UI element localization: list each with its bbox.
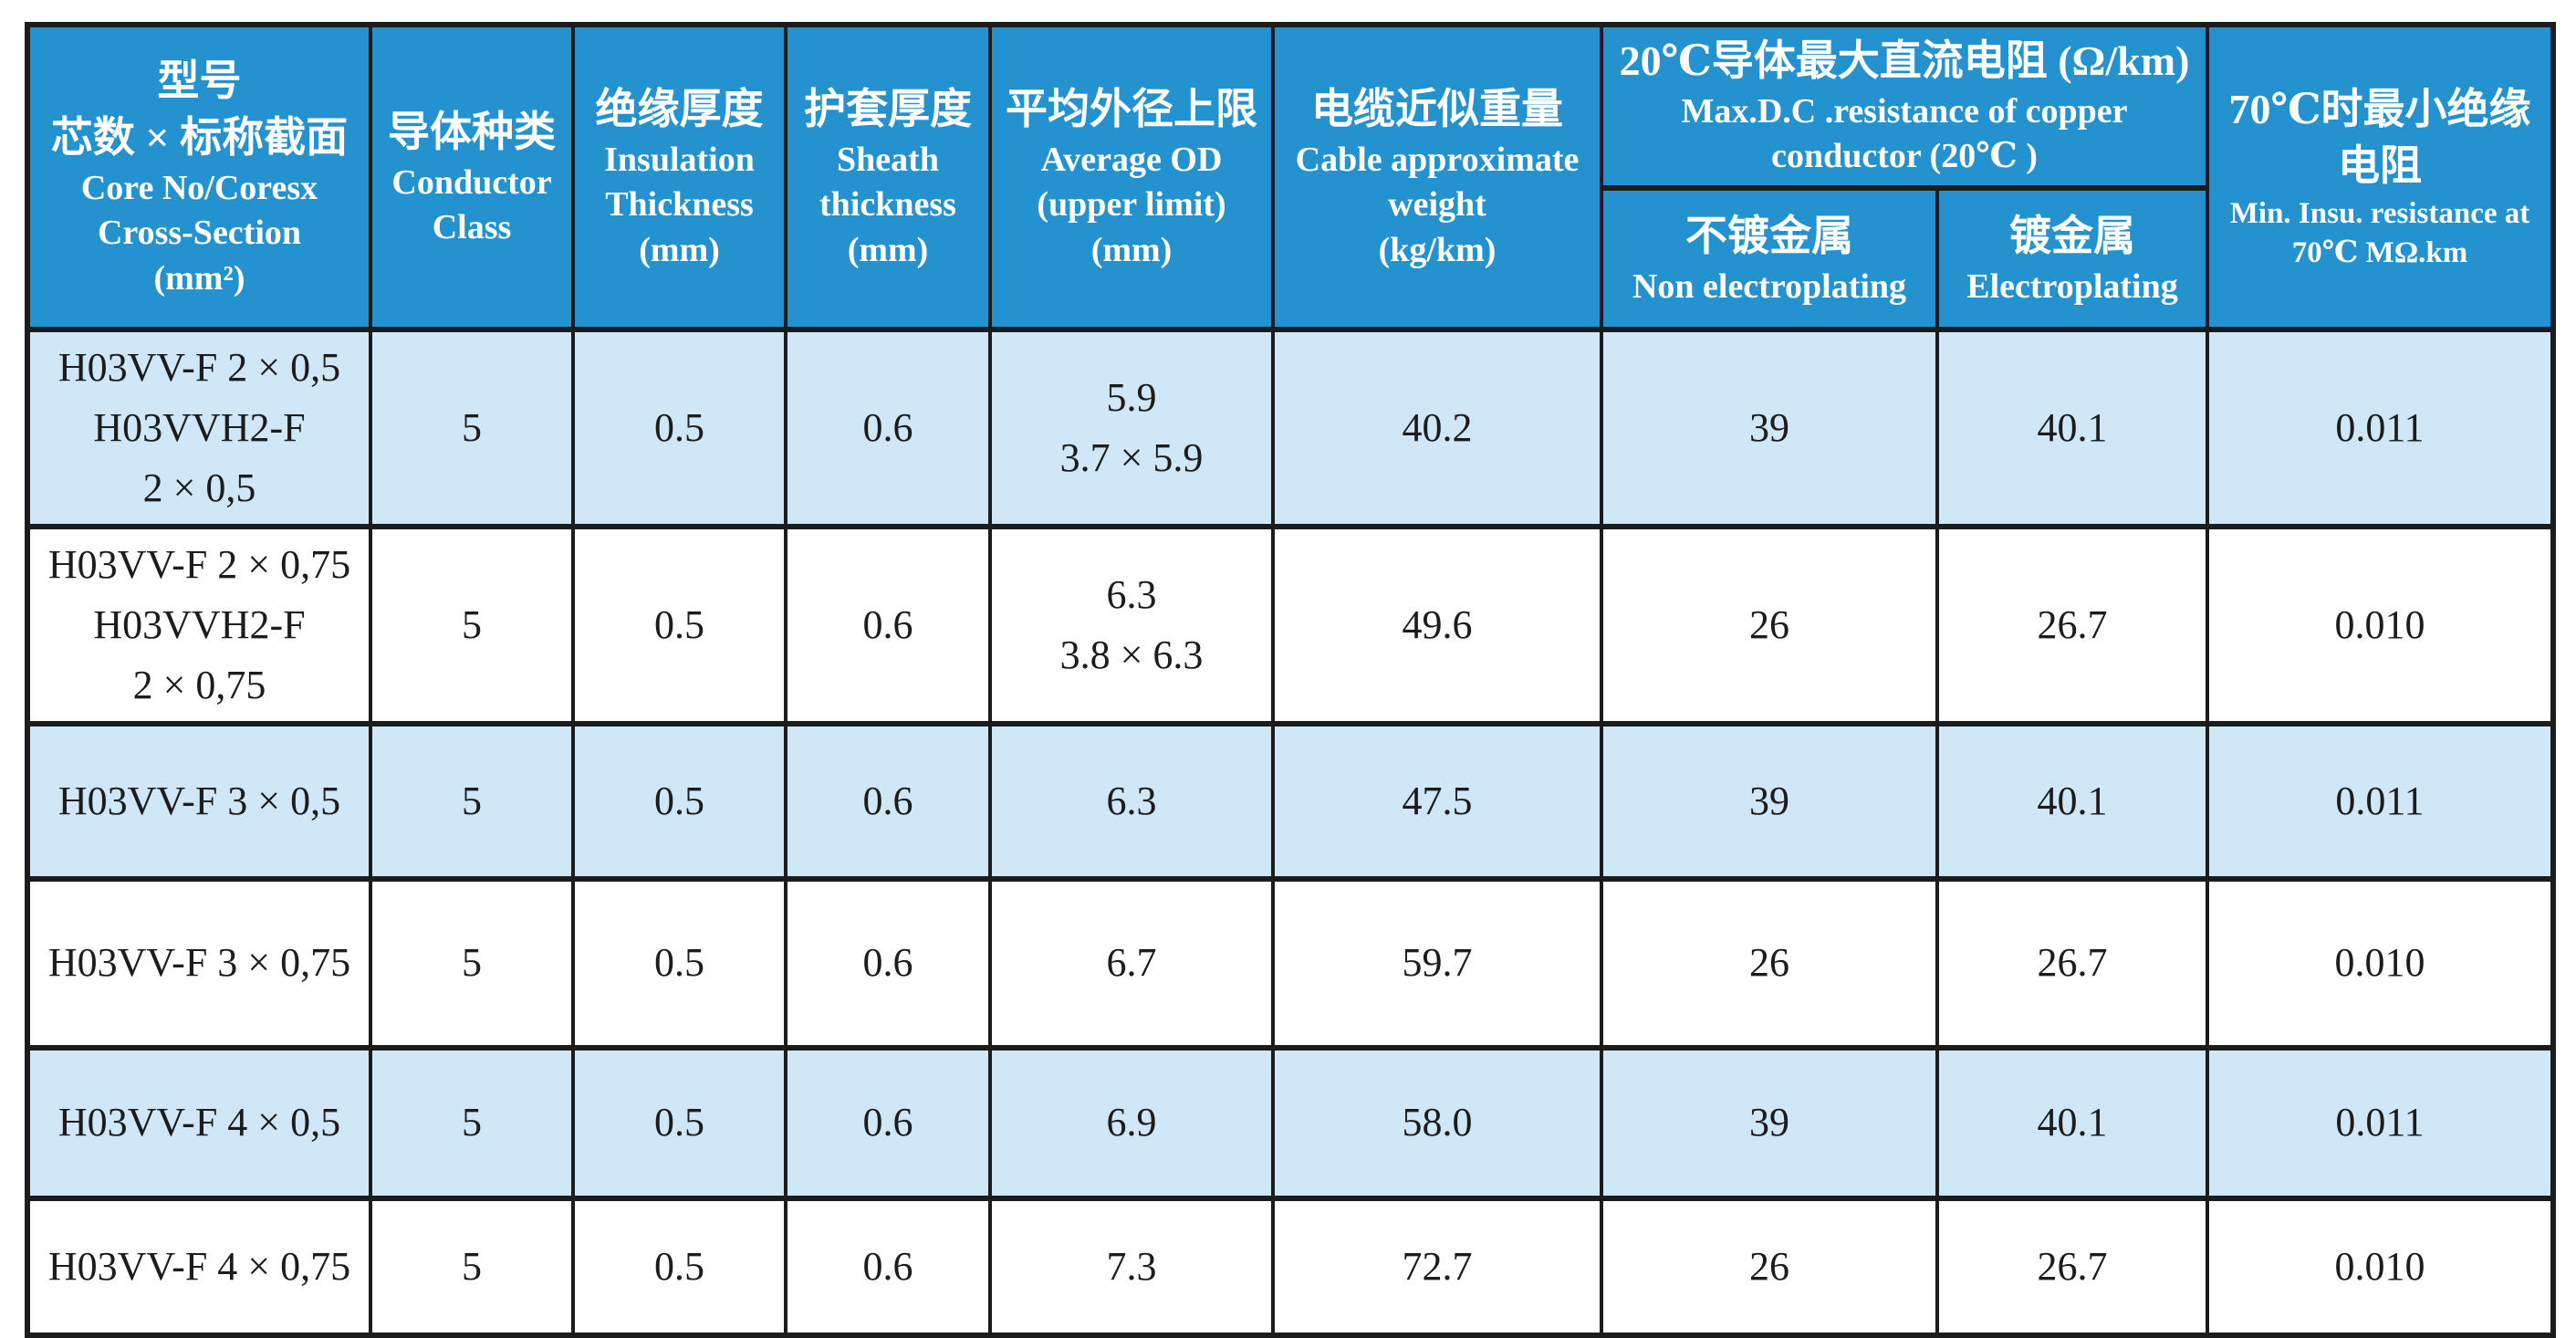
model-cell: H03VV-F 4 × 0,75 — [26, 1195, 372, 1338]
model-cell: H03VV-F 3 × 0,75 — [26, 875, 372, 1051]
weight-cell: 72.7 — [1271, 1195, 1603, 1338]
min-insulation-cell: 0.011 — [2206, 326, 2555, 529]
header-insulation-thickness: 绝缘厚度 Insulation Thickness (mm) — [571, 22, 787, 332]
header-insulation-thickness-en: Insulation Thickness (mm) — [604, 140, 755, 269]
page: 型号 芯数 × 标称截面 Core No/Coresx Cross-Sectio… — [0, 22, 2576, 1338]
header-sheath-thickness: 护套厚度 Sheath thickness (mm) — [784, 22, 992, 332]
header-sheath-thickness-zh: 护套厚度 — [804, 85, 972, 132]
average-od-cell: 7.3 — [988, 1195, 1275, 1338]
min-insulation-cell: 0.011 — [2206, 1044, 2555, 1201]
header-average-od: 平均外径上限 Average OD (upper limit) (mm) — [988, 22, 1275, 332]
weight-cell: 59.7 — [1271, 875, 1603, 1051]
header-dc-resistance-group-zh: 20℃导体最大直流电阻 (Ω/km) — [1619, 37, 2190, 84]
min-insulation-cell: 0.011 — [2206, 720, 2555, 882]
non-electroplating-cell: 39 — [1600, 326, 1939, 529]
header-min-insulation-resistance: 70℃时最小绝缘 电阻 Min. Insu. resistance at 70℃… — [2206, 22, 2555, 332]
weight-cell: 58.0 — [1271, 1044, 1603, 1201]
weight-cell: 47.5 — [1271, 720, 1603, 882]
header-average-od-zh: 平均外径上限 — [1006, 85, 1257, 132]
sheath-cell: 0.6 — [784, 875, 992, 1051]
header-non-electroplating-zh: 不镀金属 — [1685, 212, 1853, 259]
header-weight-zh: 电缆近似重量 — [1311, 85, 1563, 132]
weight-cell: 49.6 — [1271, 523, 1603, 726]
header-non-electroplating-en: Non electroplating — [1632, 267, 1907, 306]
header-conductor-class-en: Conductor Class — [391, 162, 552, 246]
sheath-cell: 0.6 — [784, 523, 992, 726]
non-electroplating-cell: 39 — [1600, 1044, 1939, 1201]
insulation-cell: 0.5 — [571, 1044, 787, 1201]
electroplating-cell: 26.7 — [1935, 875, 2209, 1051]
header-electroplating: 镀金属 Electroplating — [1935, 184, 2209, 332]
model-cell: H03VV-F 3 × 0,5 — [26, 720, 372, 882]
average-od-cell: 6.7 — [988, 875, 1275, 1051]
header-weight: 电缆近似重量 Cable approximate weight (kg/km) — [1271, 22, 1603, 332]
average-od-cell: 6.3 3.8 × 6.3 — [988, 523, 1275, 726]
sheath-cell: 0.6 — [784, 326, 992, 529]
non-electroplating-cell: 26 — [1600, 875, 1939, 1051]
header-conductor-class: 导体种类 Conductor Class — [369, 22, 575, 332]
header-weight-en: Cable approximate weight (kg/km) — [1295, 140, 1580, 269]
table-row: H03VV-F 3 × 0,5 5 0.5 0.6 6.3 47.5 39 40… — [26, 720, 2555, 882]
header-conductor-class-zh: 导体种类 — [388, 108, 556, 155]
sheath-cell: 0.6 — [784, 1195, 992, 1338]
model-cell: H03VV-F 4 × 0,5 — [26, 1044, 372, 1201]
header-insulation-thickness-zh: 绝缘厚度 — [595, 85, 764, 132]
header-min-insulation-resistance-en: Min. Insu. resistance at 70℃ MΩ.km — [2229, 197, 2530, 270]
sheath-cell: 0.6 — [784, 720, 992, 882]
header-row-main: 型号 芯数 × 标称截面 Core No/Coresx Cross-Sectio… — [26, 22, 2555, 332]
electroplating-cell: 26.7 — [1935, 1195, 2209, 1338]
header-average-od-en: Average OD (upper limit) (mm) — [1037, 140, 1226, 269]
min-insulation-cell: 0.010 — [2206, 523, 2555, 726]
electroplating-cell: 40.1 — [1935, 326, 2209, 529]
non-electroplating-cell: 26 — [1600, 523, 1939, 726]
table-row: H03VV-F 3 × 0,75 5 0.5 0.6 6.7 59.7 26 2… — [26, 875, 2555, 1051]
insulation-cell: 0.5 — [571, 523, 787, 726]
header-model-en: Core No/Coresx Cross-Section (mm²) — [80, 168, 318, 298]
table-header: 型号 芯数 × 标称截面 Core No/Coresx Cross-Sectio… — [26, 22, 2555, 332]
table-row: H03VV-F 2 × 0,75 H03VVH2-F 2 × 0,75 5 0.… — [26, 523, 2555, 726]
conductor-class-cell: 5 — [369, 523, 575, 726]
insulation-cell: 0.5 — [571, 720, 787, 882]
electroplating-cell: 26.7 — [1935, 523, 2209, 726]
table-row: H03VV-F 2 × 0,5 H03VVH2-F 2 × 0,5 5 0.5 … — [26, 326, 2555, 529]
conductor-class-cell: 5 — [369, 875, 575, 1051]
cable-spec-table: 型号 芯数 × 标称截面 Core No/Coresx Cross-Sectio… — [25, 22, 2556, 1338]
non-electroplating-cell: 26 — [1600, 1195, 1939, 1338]
weight-cell: 40.2 — [1271, 326, 1603, 529]
conductor-class-cell: 5 — [369, 326, 575, 529]
header-dc-resistance-group-en: Max.D.C .resistance of copper conductor … — [1681, 92, 2128, 176]
electroplating-cell: 40.1 — [1935, 720, 2209, 882]
header-sheath-thickness-en: Sheath thickness (mm) — [819, 140, 956, 269]
non-electroplating-cell: 39 — [1600, 720, 1939, 882]
insulation-cell: 0.5 — [571, 326, 787, 529]
table-row: H03VV-F 4 × 0,5 5 0.5 0.6 6.9 58.0 39 40… — [26, 1044, 2555, 1201]
header-electroplating-en: Electroplating — [1966, 267, 2178, 306]
header-model-zh: 型号 芯数 × 标称截面 — [50, 57, 349, 161]
model-cell: H03VV-F 2 × 0,5 H03VVH2-F 2 × 0,5 — [26, 326, 372, 529]
model-cell: H03VV-F 2 × 0,75 H03VVH2-F 2 × 0,75 — [26, 523, 372, 726]
conductor-class-cell: 5 — [369, 720, 575, 882]
electroplating-cell: 40.1 — [1935, 1044, 2209, 1201]
header-electroplating-zh: 镀金属 — [2009, 212, 2135, 259]
header-min-insulation-resistance-zh: 70℃时最小绝缘 电阻 — [2228, 85, 2531, 190]
table-body: H03VV-F 2 × 0,5 H03VVH2-F 2 × 0,5 5 0.5 … — [26, 326, 2555, 1338]
header-non-electroplating: 不镀金属 Non electroplating — [1600, 184, 1939, 332]
header-model: 型号 芯数 × 标称截面 Core No/Coresx Cross-Sectio… — [26, 22, 372, 332]
sheath-cell: 0.6 — [784, 1044, 992, 1201]
insulation-cell: 0.5 — [571, 875, 787, 1051]
insulation-cell: 0.5 — [571, 1195, 787, 1338]
average-od-cell: 5.9 3.7 × 5.9 — [988, 326, 1275, 529]
table-row: H03VV-F 4 × 0,75 5 0.5 0.6 7.3 72.7 26 2… — [26, 1195, 2555, 1338]
header-dc-resistance-group: 20℃导体最大直流电阻 (Ω/km) Max.D.C .resistance o… — [1600, 22, 2209, 191]
min-insulation-cell: 0.010 — [2206, 1195, 2555, 1338]
conductor-class-cell: 5 — [369, 1044, 575, 1201]
conductor-class-cell: 5 — [369, 1195, 575, 1338]
min-insulation-cell: 0.010 — [2206, 875, 2555, 1051]
header-row-sub: 不镀金属 Non electroplating 镀金属 Electroplati… — [27, 184, 2553, 332]
average-od-cell: 6.3 — [988, 720, 1275, 882]
average-od-cell: 6.9 — [988, 1044, 1275, 1201]
